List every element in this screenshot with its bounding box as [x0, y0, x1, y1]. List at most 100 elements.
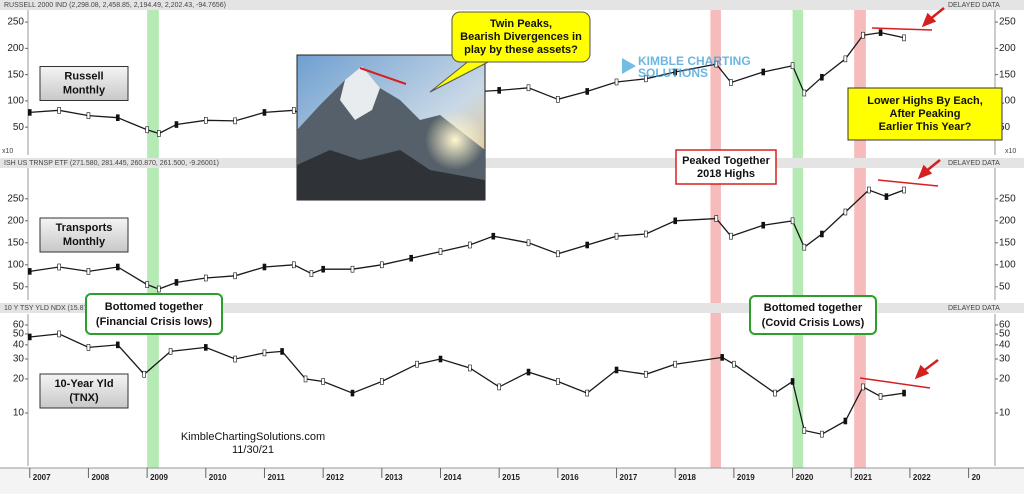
y-tick-label: 40 — [999, 340, 1011, 351]
y-tick-label: 200 — [999, 43, 1016, 54]
candle — [556, 96, 560, 103]
y-tick-label: 200 — [999, 215, 1016, 226]
panel-label-box — [39, 66, 129, 101]
y-tick-label: 200 — [7, 43, 24, 54]
candle — [415, 360, 419, 368]
candle — [203, 274, 208, 282]
candle — [27, 268, 32, 275]
panel-header — [0, 0, 1024, 10]
panel-header — [0, 158, 1024, 168]
x-tick-label: 2010 — [209, 473, 227, 482]
candle — [233, 272, 237, 280]
callout-text: Earlier This Year? — [879, 121, 972, 133]
candle — [203, 117, 208, 124]
x-tick-label: 2022 — [913, 473, 931, 482]
y-tick-label: 250 — [7, 193, 24, 204]
candle — [409, 254, 413, 262]
y-tick-label: 50 — [999, 281, 1011, 292]
candle — [86, 112, 91, 119]
candle — [773, 389, 777, 397]
y-tick-label: 100 — [999, 96, 1016, 107]
candle — [262, 263, 267, 271]
panel-label: Monthly — [63, 236, 106, 248]
x-tick-label: 2008 — [91, 473, 109, 482]
candle — [556, 250, 560, 258]
candle — [790, 62, 795, 69]
candle — [262, 349, 267, 357]
candle — [614, 78, 619, 86]
panel-label: Russell — [64, 70, 103, 82]
panel-header — [0, 303, 1024, 313]
callout — [451, 11, 591, 63]
x-tick-label: 2007 — [33, 473, 51, 482]
candle — [57, 330, 61, 338]
candle — [644, 230, 648, 238]
scale-note: x10 — [1005, 148, 1016, 155]
x-tick-label: 2014 — [444, 473, 462, 482]
highlight-band — [854, 0, 866, 468]
panel-header-text: ISH US TRNSP ETF (271.580, 281.445, 260.… — [4, 160, 219, 167]
x-tick-label: 2018 — [678, 473, 696, 482]
candle — [468, 364, 472, 372]
y-tick-label: 150 — [999, 69, 1016, 80]
x-tick-label: 20 — [972, 473, 981, 482]
candle — [585, 241, 589, 249]
panel-label: Monthly — [63, 84, 106, 96]
candle — [27, 333, 32, 341]
y-tick-label: 100 — [7, 259, 24, 270]
annotations: Twin Peaks, Bearish Divergences in play … — [85, 7, 1003, 456]
candle — [168, 348, 173, 355]
logo-text: KIMBLE CHARTING — [638, 54, 751, 68]
panel-label-box — [39, 373, 129, 409]
candle — [820, 73, 824, 81]
callout-text: Lower Highs By Each, — [867, 95, 983, 107]
candle — [526, 84, 531, 92]
y-tick-label: 250 — [999, 17, 1016, 28]
candle — [732, 360, 736, 368]
callout-text: play by these assets? — [464, 44, 578, 56]
candle — [262, 109, 267, 116]
candle — [303, 375, 308, 383]
x-tick-label: 2019 — [737, 473, 755, 482]
panel-header-text: RUSSELL 2000 IND (2,298.08, 2,458.85, 2,… — [4, 2, 226, 9]
candle — [802, 427, 807, 434]
candle — [145, 281, 149, 288]
y-tick-label: 20 — [13, 374, 25, 385]
candle — [884, 193, 889, 200]
y-tick-label: 250 — [999, 193, 1016, 204]
x-tick-label: 2020 — [796, 473, 814, 482]
y-tick-label: 100 — [7, 96, 24, 107]
candle — [878, 29, 883, 36]
x-tick-label: 2013 — [385, 473, 403, 482]
candle — [321, 265, 325, 273]
callout-text: After Peaking — [890, 108, 961, 120]
candle — [380, 378, 384, 385]
candle — [350, 265, 355, 273]
y-tick-label: 50 — [13, 281, 25, 292]
candle — [802, 243, 807, 251]
candle — [174, 121, 179, 128]
y-tick-label: 200 — [7, 215, 24, 226]
mountain-photo — [296, 54, 486, 201]
note-box — [749, 295, 877, 335]
candle — [644, 75, 648, 83]
candle — [761, 221, 766, 229]
candle — [86, 268, 91, 275]
candle — [729, 232, 733, 240]
note-text: Bottomed together — [105, 301, 204, 313]
note-box — [85, 293, 223, 335]
candle — [142, 370, 146, 378]
y-tick-label: 30 — [999, 354, 1011, 365]
y-tick-label: 40 — [13, 340, 25, 351]
candle — [861, 31, 865, 39]
candle — [438, 248, 443, 255]
candle — [820, 230, 824, 238]
y-tick-label: 50 — [13, 329, 25, 340]
candle — [820, 430, 824, 438]
candle — [292, 261, 296, 269]
candle — [673, 217, 678, 225]
candle — [321, 378, 325, 385]
candle — [843, 55, 848, 63]
candle — [115, 114, 120, 121]
